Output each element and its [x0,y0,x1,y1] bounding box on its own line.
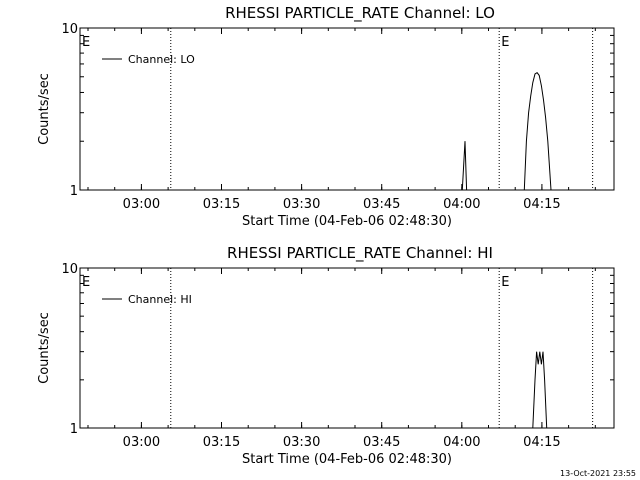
x-tick-label: 03:15 [203,197,240,212]
event-marker-label: E [82,275,90,290]
footer-timestamp: 13-Oct-2021 23:55 [560,469,636,478]
y-axis-label: Counts/sec [37,312,52,384]
y-axis-label: Counts/sec [37,73,52,145]
x-tick-label: 03:30 [283,435,320,450]
x-tick-label: 03:15 [203,435,240,450]
y-tick-label: 1 [70,422,78,437]
x-tick-label: 04:15 [523,435,560,450]
x-tick-label: 04:00 [443,197,480,212]
y-tick-label: 1 [70,184,78,199]
x-tick-label: 03:45 [363,197,400,212]
x-tick-label: 03:45 [363,435,400,450]
chart-panel-hi: RHESSI PARTICLE_RATE Channel: HI E E 03:00 0… [37,244,615,467]
event-marker-label: E [501,275,509,290]
legend-entry: Channel: LO [128,53,195,66]
plot-frame [79,267,615,429]
plot-frame [79,27,615,191]
x-axis-label: Start Time (04-Feb-06 02:48:30) [242,214,452,229]
x-tick-label: 03:00 [123,197,160,212]
y-tick-label: 10 [61,262,78,277]
chart-panel-lo: RHESSI PARTICLE_RATE Channel: LO E E 03:00 0… [37,4,615,229]
series-line-hi [532,351,548,429]
legend-entry: Channel: HI [128,293,192,306]
event-marker-label: E [82,35,90,50]
y-tick-label: 10 [61,22,78,37]
x-tick-label: 04:00 [443,435,480,450]
chart-title: RHESSI PARTICLE_RATE Channel: HI [227,244,493,263]
x-axis-label: Start Time (04-Feb-06 02:48:30) [242,452,452,467]
x-tick-label: 03:00 [123,435,160,450]
event-marker-label: E [501,35,509,50]
chart-title: RHESSI PARTICLE_RATE Channel: LO [225,4,495,23]
x-tick-label: 03:30 [283,197,320,212]
series-line-lo [461,72,552,191]
x-tick-label: 04:15 [523,197,560,212]
